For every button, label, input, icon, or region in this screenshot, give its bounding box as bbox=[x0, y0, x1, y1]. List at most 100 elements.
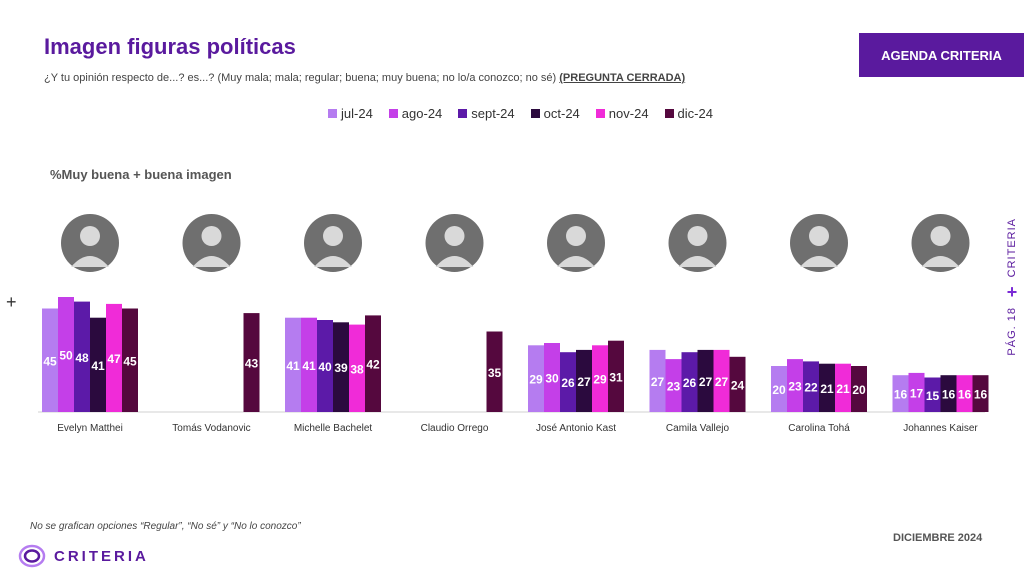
category-label: Tomás Vodanovic bbox=[172, 423, 250, 434]
bar bbox=[608, 340, 624, 412]
bar bbox=[649, 349, 666, 412]
bar bbox=[972, 375, 989, 412]
bar bbox=[665, 359, 682, 412]
bar bbox=[486, 331, 503, 412]
bar bbox=[771, 366, 787, 412]
criteria-logo-icon bbox=[18, 544, 46, 568]
data-label: 20 bbox=[852, 383, 866, 397]
data-label: 15 bbox=[926, 389, 940, 403]
criteria-logo: CRITERIA bbox=[18, 544, 149, 568]
data-label: 41 bbox=[302, 359, 316, 373]
person-photo bbox=[911, 214, 970, 272]
person-photo bbox=[425, 214, 484, 272]
bar bbox=[940, 375, 957, 412]
data-label: 22 bbox=[804, 381, 818, 395]
data-label: 24 bbox=[731, 378, 745, 392]
report-date: DICIEMBRE 2024 bbox=[893, 532, 983, 544]
legend-label: sept-24 bbox=[471, 106, 515, 121]
legend-swatch bbox=[664, 109, 674, 118]
data-label: 26 bbox=[561, 376, 575, 390]
legend-label: nov-24 bbox=[608, 106, 649, 121]
bar bbox=[819, 363, 835, 412]
avatar-body-icon bbox=[314, 256, 352, 267]
data-label: 26 bbox=[683, 376, 697, 390]
bar bbox=[681, 352, 698, 412]
agenda-criteria-badge: AGENDA CRITERIA bbox=[859, 33, 1024, 77]
bar bbox=[301, 317, 317, 412]
bar bbox=[42, 308, 58, 412]
bar bbox=[106, 303, 122, 412]
legend-label: oct-24 bbox=[543, 106, 580, 121]
data-label: 31 bbox=[609, 370, 623, 384]
data-label: 48 bbox=[75, 351, 89, 365]
legend-item: oct-24 bbox=[530, 106, 580, 121]
data-label: 45 bbox=[43, 354, 57, 368]
person-photo bbox=[790, 214, 848, 272]
avatar-head-icon bbox=[809, 226, 829, 246]
bar bbox=[58, 297, 74, 412]
person-photo bbox=[668, 214, 727, 272]
bar bbox=[365, 315, 381, 412]
data-label: 27 bbox=[577, 375, 591, 389]
avatar-body-icon bbox=[678, 256, 717, 267]
data-label: 41 bbox=[91, 359, 105, 373]
bar bbox=[803, 361, 819, 412]
legend-item: dic-24 bbox=[664, 106, 713, 121]
data-label: 20 bbox=[772, 383, 786, 397]
side-brand: CRITERIA + PÁG. 18 bbox=[998, 218, 1024, 373]
legend-item: ago-24 bbox=[388, 106, 442, 121]
bar bbox=[729, 356, 746, 412]
data-label: 39 bbox=[334, 361, 348, 375]
category-label: Johannes Kaiser bbox=[903, 423, 978, 434]
bar bbox=[851, 366, 867, 412]
bar bbox=[576, 349, 592, 412]
legend-swatch bbox=[328, 109, 337, 118]
bar bbox=[528, 345, 544, 412]
bar bbox=[908, 372, 925, 412]
question-text: ¿Y tu opinión respecto de...? es...? (Mu… bbox=[44, 72, 557, 84]
data-label: 27 bbox=[699, 375, 713, 389]
bar bbox=[787, 359, 803, 412]
data-label: 38 bbox=[350, 362, 364, 376]
data-label: 35 bbox=[488, 366, 502, 380]
data-label: 42 bbox=[366, 358, 380, 372]
avatar-body-icon bbox=[192, 256, 231, 267]
bar bbox=[892, 375, 909, 412]
bar bbox=[333, 322, 349, 412]
bar bbox=[317, 320, 333, 412]
data-label: 50 bbox=[59, 349, 73, 363]
data-label: 29 bbox=[529, 373, 543, 387]
data-label: 27 bbox=[715, 375, 729, 389]
data-label: 16 bbox=[974, 388, 988, 402]
bar bbox=[349, 324, 365, 412]
legend-label: dic-24 bbox=[677, 106, 713, 121]
legend-swatch bbox=[458, 109, 468, 118]
category-label: Michelle Bachelet bbox=[294, 423, 373, 434]
avatar-head-icon bbox=[930, 226, 951, 246]
bar bbox=[560, 352, 576, 412]
bar bbox=[713, 349, 730, 412]
avatar-head-icon bbox=[80, 226, 100, 246]
data-label: 27 bbox=[651, 375, 665, 389]
legend-swatch bbox=[530, 109, 540, 118]
plus-icon: + bbox=[6, 292, 17, 312]
bar bbox=[122, 308, 138, 412]
avatar-head-icon bbox=[566, 226, 586, 246]
legend-label: jul-24 bbox=[341, 106, 373, 121]
legend-item: jul-24 bbox=[328, 106, 373, 121]
bar bbox=[592, 345, 608, 412]
data-label: 43 bbox=[245, 357, 259, 371]
question-subtitle: ¿Y tu opinión respecto de...? es...? (Mu… bbox=[44, 72, 685, 84]
avatar-head-icon bbox=[201, 226, 222, 246]
metric-label: %Muy buena + buena imagen bbox=[50, 167, 232, 182]
bar bbox=[697, 349, 714, 412]
avatar-head-icon bbox=[323, 226, 343, 246]
bar bbox=[90, 317, 106, 412]
category-label: Evelyn Matthei bbox=[57, 423, 123, 434]
chart-legend: jul-24 ago-24 sept-24 oct-24 nov-24 dic-… bbox=[328, 106, 713, 121]
avatar-body-icon bbox=[435, 256, 474, 267]
data-label: 17 bbox=[910, 386, 924, 400]
data-label: 16 bbox=[894, 388, 908, 402]
data-label: 23 bbox=[667, 380, 681, 394]
avatar-body-icon bbox=[557, 256, 595, 267]
